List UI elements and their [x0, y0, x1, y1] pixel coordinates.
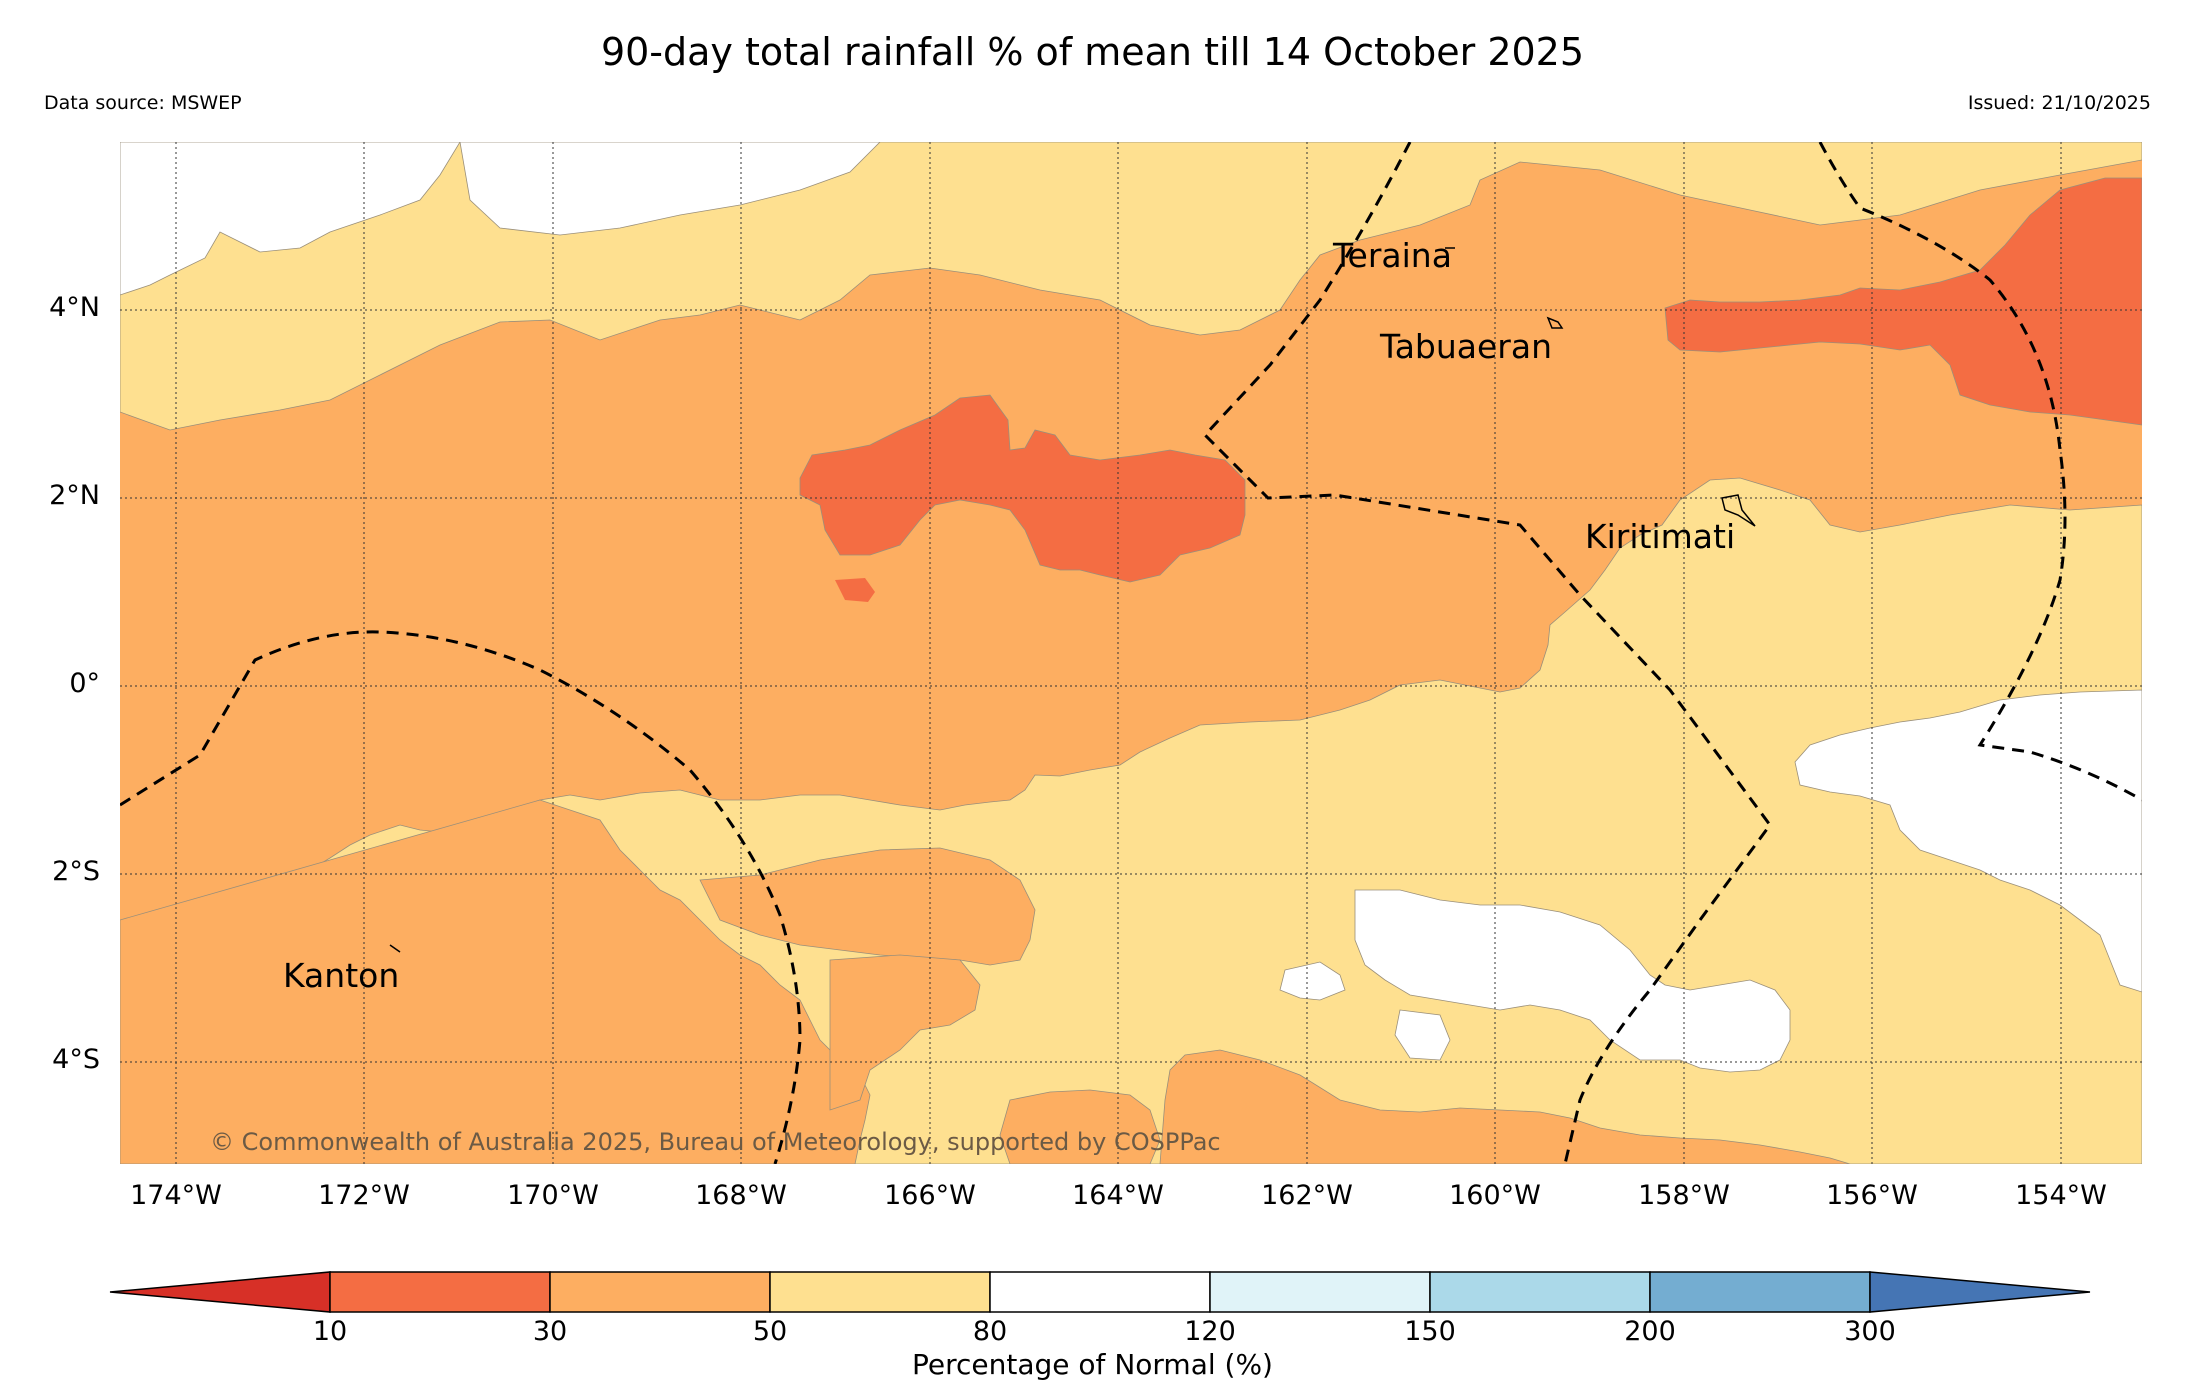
- colorbar-segment-120-150: [1209, 1271, 1431, 1313]
- issued-date-label: Issued: 21/10/2025: [1967, 92, 2151, 114]
- colorbar-segment-10-30: [329, 1271, 551, 1313]
- region-10-30-small: [835, 578, 875, 602]
- lon-label-164w: 164°W: [1072, 1180, 1164, 1211]
- region-80-120-east: [1794, 689, 2142, 993]
- region-30-50-sw-b: [699, 847, 1036, 966]
- colorbar-under-triangle: [109, 1271, 331, 1313]
- place-label-tabuaeran: Tabuaeran: [1380, 327, 1553, 366]
- region-80-120-north: [120, 142, 461, 296]
- colorbar-tick-150: 150: [1404, 1316, 1456, 1347]
- place-label-kiritimati: Kiritimati: [1585, 517, 1736, 556]
- lon-label-166w: 166°W: [884, 1180, 976, 1211]
- colorbar-tick-200: 200: [1624, 1316, 1676, 1347]
- copyright-notice: © Commonwealth of Australia 2025, Bureau…: [210, 1128, 1221, 1156]
- colorbar-segment-150-200: [1429, 1271, 1651, 1313]
- lat-label-0: 0°: [69, 668, 100, 699]
- tabuaeran-island-outline: [1546, 316, 1564, 329]
- colorbar-tick-80: 80: [972, 1316, 1008, 1347]
- kiritimati-island-outline: [1721, 494, 1756, 527]
- lon-label-158w: 158°W: [1638, 1180, 1730, 1211]
- region-30-50-s2: [999, 1089, 1161, 1164]
- region-10-30-northeast: [1664, 177, 2142, 426]
- eez-boundary-east: [1818, 142, 2142, 802]
- eez-boundary-line-islands: [1202, 142, 1772, 1164]
- colorbar-segment-80-120: [989, 1271, 1211, 1313]
- lat-label-4s: 4°S: [52, 1044, 100, 1075]
- region-10-30-central: [799, 394, 1246, 583]
- region-80-120-north-b: [459, 142, 881, 236]
- lon-label-168w: 168°W: [695, 1180, 787, 1211]
- map-fills: [120, 142, 2142, 1164]
- colorbar-label: Percentage of Normal (%): [912, 1348, 1273, 1381]
- colorbar-tick-50: 50: [752, 1316, 788, 1347]
- region-80-120-small-b: [1394, 1009, 1451, 1061]
- lat-label-2n: 2°N: [49, 480, 100, 511]
- region-30-50-southwest: [120, 799, 871, 1164]
- lat-label-2s: 2°S: [52, 856, 100, 887]
- colorbar-tick-300: 300: [1844, 1316, 1896, 1347]
- colorbar-over-triangle: [1869, 1271, 2091, 1313]
- colorbar: [109, 1271, 2091, 1313]
- colorbar-segment-200-300: [1649, 1271, 1871, 1313]
- lon-label-160w: 160°W: [1449, 1180, 1541, 1211]
- lon-label-156w: 156°W: [1826, 1180, 1918, 1211]
- lat-label-4n: 4°N: [49, 292, 100, 323]
- kanton-island-outline: [389, 944, 401, 953]
- colorbar-tick-120: 120: [1184, 1316, 1236, 1347]
- lon-label-170w: 170°W: [507, 1180, 599, 1211]
- lon-label-172w: 172°W: [318, 1180, 410, 1211]
- map-title: 90-day total rainfall % of mean till 14 …: [600, 30, 1585, 74]
- region-80-120-south: [1354, 889, 1791, 1073]
- data-source-label: Data source: MSWEP: [44, 92, 242, 114]
- islands: [389, 247, 1756, 953]
- lon-label-174w: 174°W: [130, 1180, 222, 1211]
- region-30-50-southeast: [1159, 1049, 1851, 1164]
- region-80-120-small-a: [1279, 961, 1346, 1001]
- colorbar-segment-50-80: [769, 1271, 991, 1313]
- place-label-kanton: Kanton: [283, 956, 400, 995]
- colorbar-segment-30-50: [549, 1271, 771, 1313]
- place-label-teraina: Teraina: [1333, 236, 1452, 275]
- graticule: [120, 142, 2142, 1164]
- region-30-50-s: [829, 954, 981, 1111]
- lon-label-154w: 154°W: [2015, 1180, 2107, 1211]
- colorbar-tick-30: 30: [532, 1316, 568, 1347]
- colorbar-tick-10: 10: [312, 1316, 348, 1347]
- eez-boundaries: [120, 142, 2142, 1164]
- lon-label-162w: 162°W: [1261, 1180, 1353, 1211]
